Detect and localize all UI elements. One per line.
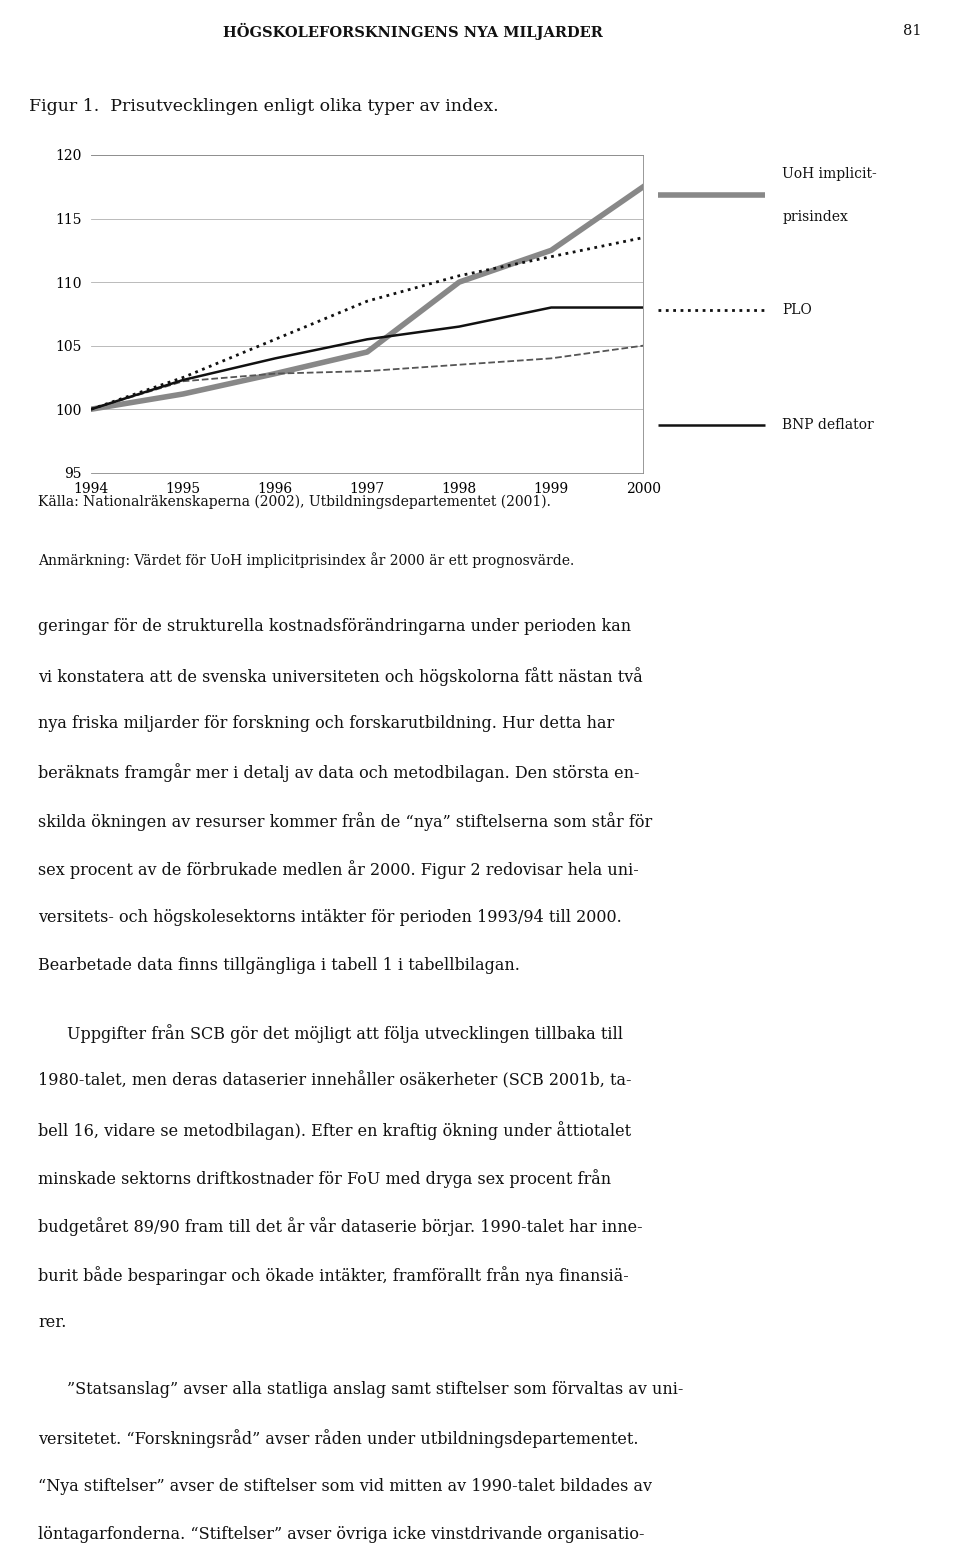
- Text: burit både besparingar och ökade intäkter, framförallt från nya finansiä-: burit både besparingar och ökade intäkte…: [38, 1266, 629, 1285]
- Text: 1980-talet, men deras dataserier innehåller osäkerheter (SCB 2001b, ta-: 1980-talet, men deras dataserier innehål…: [38, 1073, 632, 1090]
- Text: beräknats framgår mer i detalj av data och metodbilagan. Den största en-: beräknats framgår mer i detalj av data o…: [38, 764, 640, 783]
- Text: Källa: Nationalräkenskaperna (2002), Utbildningsdepartementet (2001).: Källa: Nationalräkenskaperna (2002), Utb…: [38, 494, 551, 508]
- Text: Figur 1.  Prisutvecklingen enligt olika typer av index.: Figur 1. Prisutvecklingen enligt olika t…: [29, 98, 498, 115]
- Text: geringar för de strukturella kostnadsförändringarna under perioden kan: geringar för de strukturella kostnadsför…: [38, 618, 632, 636]
- Text: löntagarfonderna. “Stiftelser” avser övriga icke vinstdrivande organisatio-: löntagarfonderna. “Stiftelser” avser övr…: [38, 1527, 645, 1544]
- Text: budgetåret 89/90 fram till det år vår dataserie börjar. 1990-talet har inne-: budgetåret 89/90 fram till det år vår da…: [38, 1217, 643, 1237]
- Text: rer.: rer.: [38, 1314, 67, 1331]
- Text: minskade sektorns driftkostnader för FoU med dryga sex procent från: minskade sektorns driftkostnader för FoU…: [38, 1169, 612, 1187]
- Text: prisindex: prisindex: [782, 209, 848, 225]
- Text: Anmärkning: Värdet för UoH implicitprisindex år 2000 är ett prognosvärde.: Anmärkning: Värdet för UoH implicitprisi…: [38, 553, 575, 569]
- Text: Bearbetade data finns tillgängliga i tabell 1 i tabellbilagan.: Bearbetade data finns tillgängliga i tab…: [38, 956, 520, 973]
- Text: skilda ökningen av resurser kommer från de “nya” stiftelserna som står för: skilda ökningen av resurser kommer från …: [38, 812, 653, 831]
- Text: HÖGSKOLEFORSKNINGENS NYA MILJARDER: HÖGSKOLEFORSKNINGENS NYA MILJARDER: [223, 23, 603, 40]
- Text: vi konstatera att de svenska universiteten och högskolorna fått nästan två: vi konstatera att de svenska universitet…: [38, 666, 643, 685]
- Text: Uppgifter från SCB gör det möjligt att följa utvecklingen tillbaka till: Uppgifter från SCB gör det möjligt att f…: [67, 1025, 623, 1043]
- Text: sex procent av de förbrukade medlen år 2000. Figur 2 redovisar hela uni-: sex procent av de förbrukade medlen år 2…: [38, 860, 639, 879]
- Text: versitetet. “Forskningsråd” avser råden under utbildningsdepartementet.: versitetet. “Forskningsråd” avser råden …: [38, 1429, 639, 1448]
- Text: PLO: PLO: [782, 302, 812, 318]
- Text: “Nya stiftelser” avser de stiftelser som vid mitten av 1990-talet bildades av: “Nya stiftelser” avser de stiftelser som…: [38, 1477, 653, 1494]
- Text: bell 16, vidare se metodbilagan). Efter en kraftig ökning under åttiotalet: bell 16, vidare se metodbilagan). Efter …: [38, 1121, 632, 1139]
- Text: nya friska miljarder för forskning och forskarutbildning. Hur detta har: nya friska miljarder för forskning och f…: [38, 715, 614, 732]
- Text: UoH implicit-: UoH implicit-: [782, 166, 876, 181]
- Text: 81: 81: [903, 25, 922, 39]
- Text: BNP deflator: BNP deflator: [782, 417, 874, 432]
- Text: ”Statsanslag” avser alla statliga anslag samt stiftelser som förvaltas av uni-: ”Statsanslag” avser alla statliga anslag…: [67, 1381, 684, 1398]
- Text: versitets- och högskolesektorns intäkter för perioden 1993/94 till 2000.: versitets- och högskolesektorns intäkter…: [38, 908, 622, 925]
